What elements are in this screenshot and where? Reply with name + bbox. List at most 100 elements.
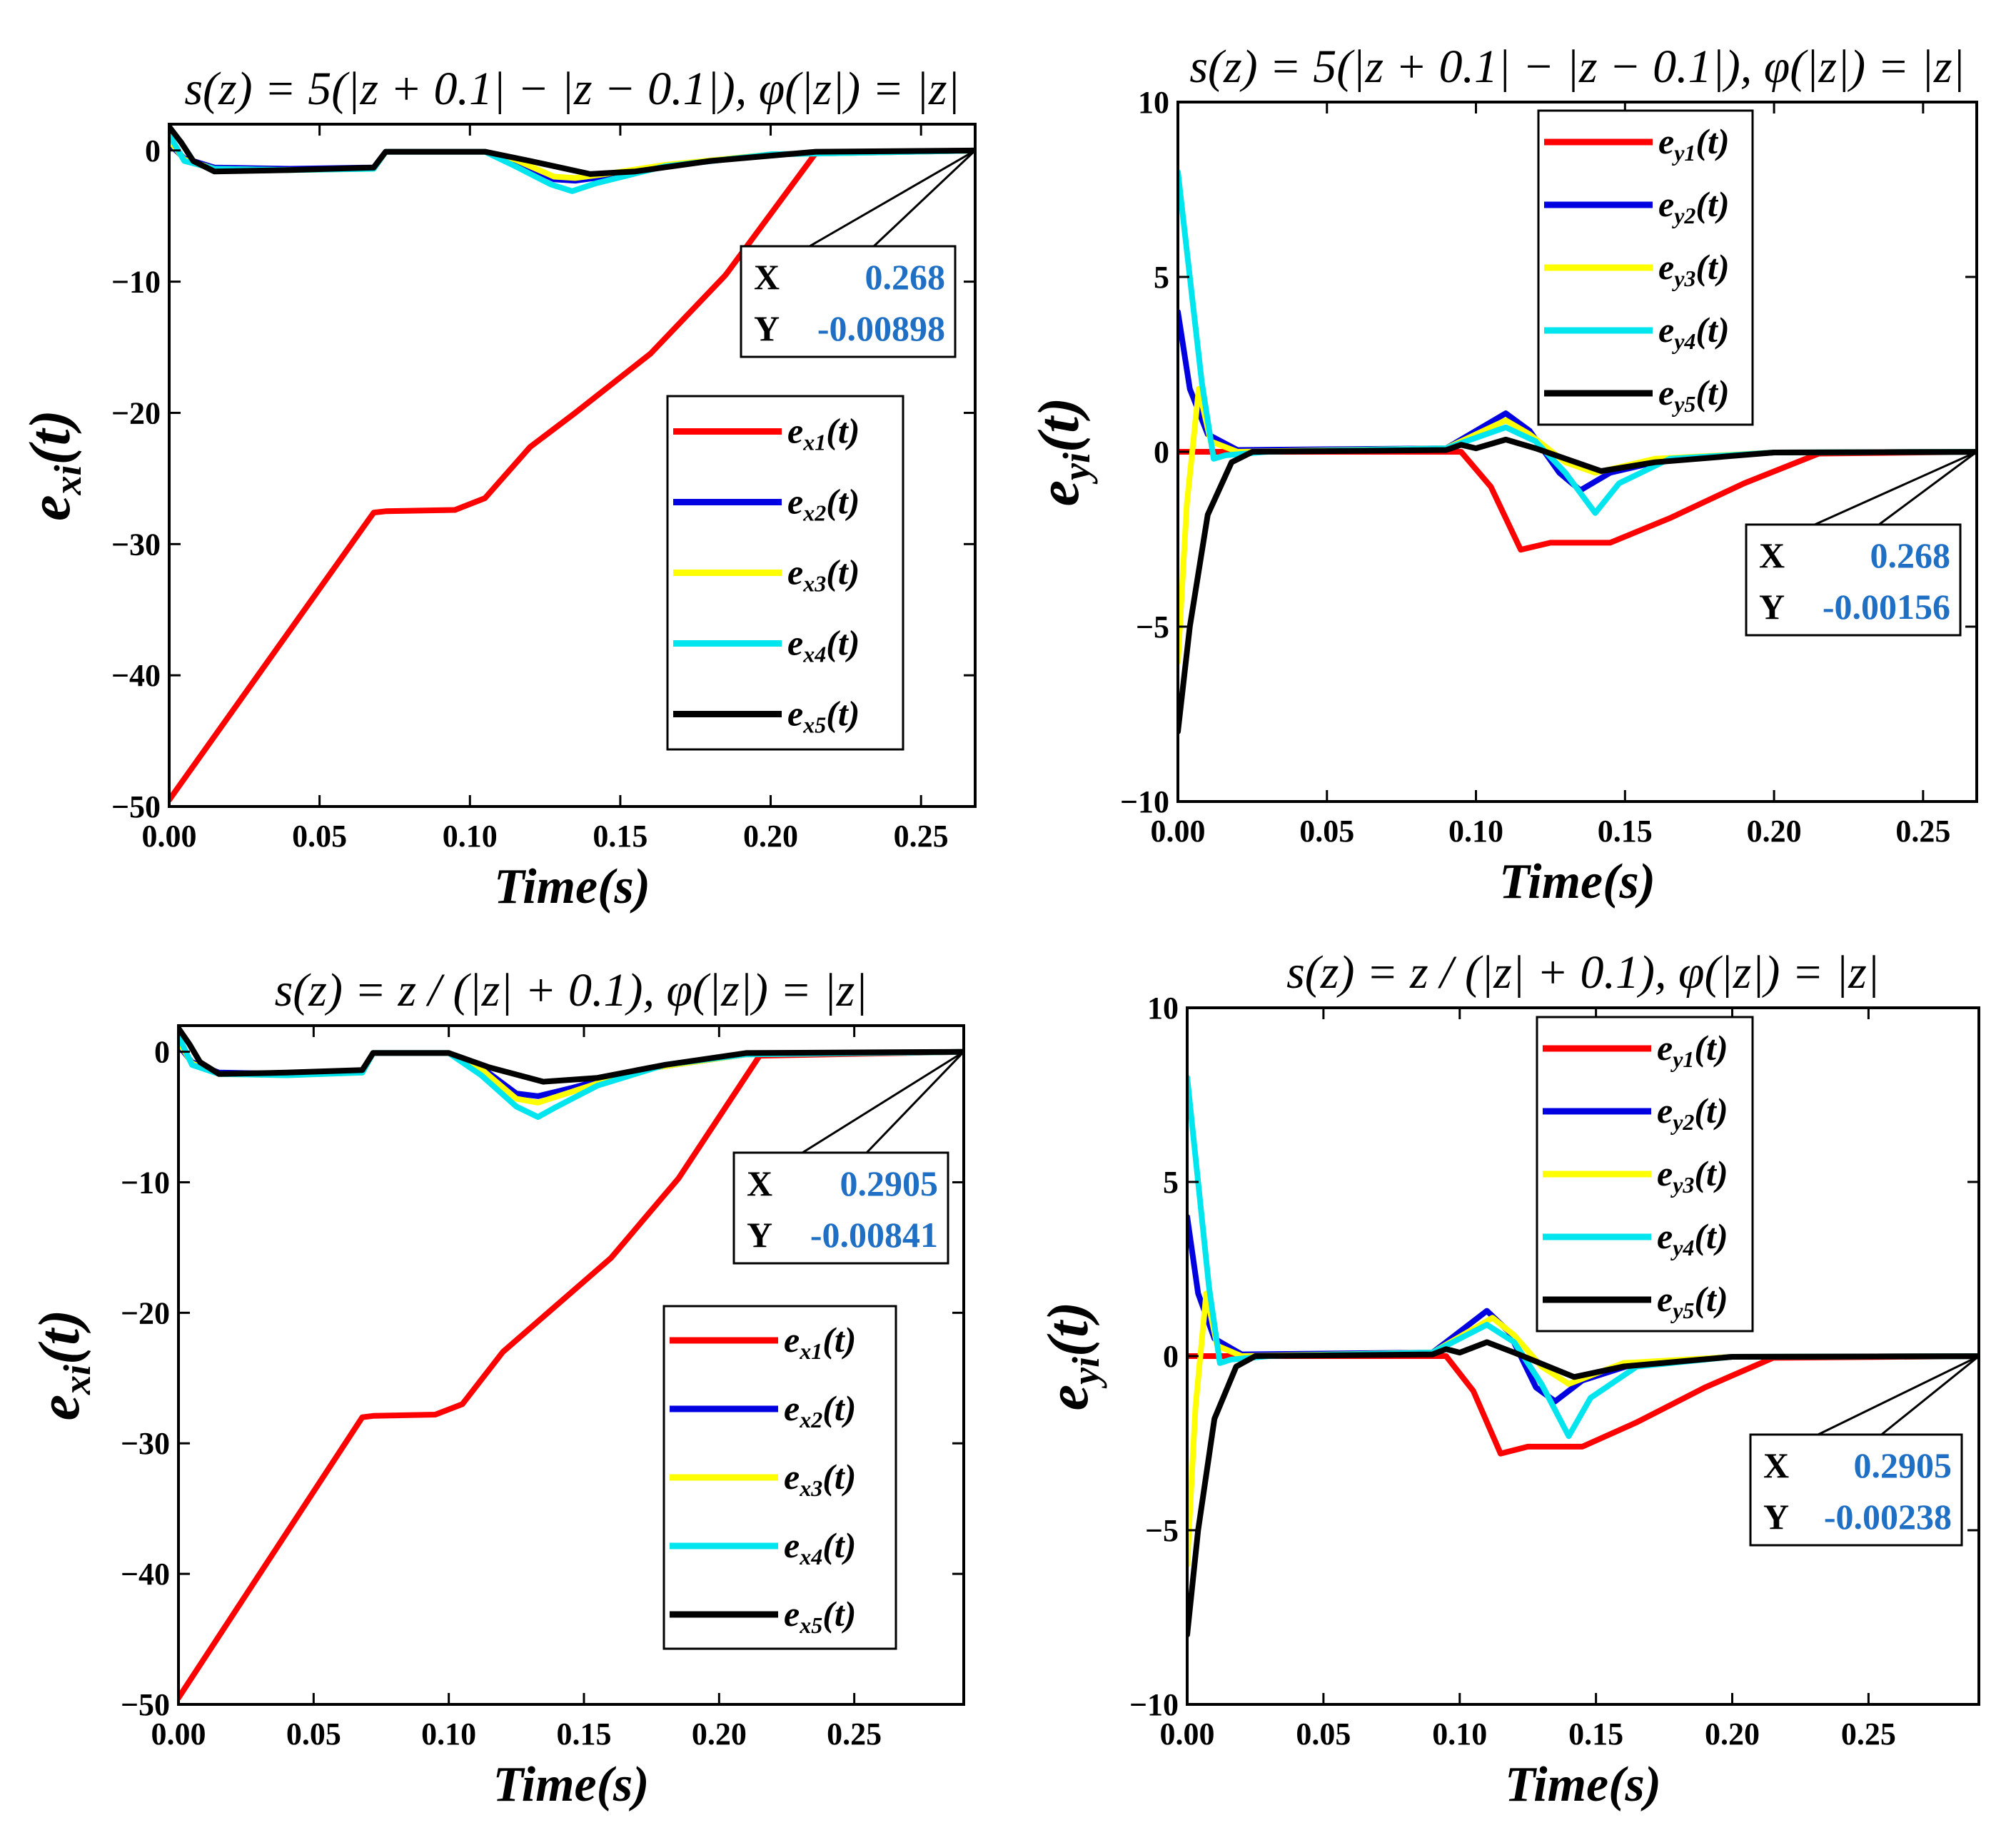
series-line-y5: [1178, 436, 1977, 734]
x-tick-label: 0.05: [292, 819, 347, 854]
series-line-x1: [178, 1048, 964, 1701]
x-tick-label: 0.15: [1568, 1717, 1623, 1751]
datalabel-box: [1745, 523, 1962, 637]
legend-label-base: e: [1657, 1279, 1673, 1319]
y-tick-label: 0: [1154, 435, 1169, 470]
chart-title: s(z) = z / (|z| + 0.1), φ(|z|) = |z|: [1286, 946, 1880, 999]
legend-label-sub: y4: [1670, 1235, 1694, 1260]
legend-label-base: e: [1657, 1153, 1673, 1193]
legend-label-paren: (t): [822, 1388, 856, 1428]
chart-title: s(z) = z / (|z| + 0.1), φ(|z|) = |z|: [275, 964, 868, 1016]
legend-label-base: e: [787, 482, 803, 522]
legend-label-paren: (t): [822, 1594, 856, 1634]
legend-label-sub: x2: [799, 1407, 822, 1432]
y-axis-label-sub: xi: [56, 1365, 99, 1395]
x-tick-label: 0.20: [1747, 814, 1802, 849]
legend-label-x5: ex5(t): [784, 1594, 856, 1638]
legend-label-base: e: [784, 1525, 800, 1565]
x-axis-label: Time(s): [494, 859, 650, 914]
series-line-x1: [169, 147, 975, 803]
legend-label-base: e: [1658, 310, 1674, 350]
legend-label-y5: ey5(t): [1657, 1279, 1728, 1323]
legend-label-paren: (t): [1694, 1028, 1728, 1068]
y-axis-label-base: e: [26, 1395, 91, 1420]
y-axis-label: eyi(t): [1035, 1302, 1107, 1411]
x-tick-label: 0.05: [1299, 814, 1354, 849]
legend-label-base: e: [1657, 1216, 1673, 1256]
legend-label-sub: y3: [1671, 266, 1695, 291]
datalabel-leader-2: [1878, 450, 1977, 526]
legend-label-y2: ey2(t): [1657, 1091, 1728, 1135]
legend-label-paren: (t): [1695, 121, 1729, 161]
legend-label-y4: ey4(t): [1657, 1216, 1728, 1260]
legend-label-paren: (t): [826, 552, 860, 592]
legend-label-y3: ey3(t): [1657, 1153, 1728, 1198]
legend-label-sub: x5: [802, 712, 826, 738]
y-axis-label: exi(t): [17, 410, 89, 521]
x-axis-label: Time(s): [1499, 854, 1655, 909]
x-tick-label: 0.25: [827, 1717, 882, 1751]
datalabel-leader-1: [1818, 1355, 1980, 1436]
legend-label-paren: (t): [1695, 310, 1729, 350]
series-line-x4: [178, 1033, 964, 1120]
legend-label-sub: x2: [802, 500, 826, 526]
series-group: [169, 124, 975, 803]
legend-label-paren: (t): [1695, 373, 1729, 413]
legend-label-sub: y2: [1670, 1109, 1694, 1135]
legend-label-paren: (t): [822, 1457, 856, 1497]
y-axis-label: exi(t): [26, 1310, 99, 1421]
x-tick-label: 0.15: [1598, 814, 1653, 849]
x-axis-label: Time(s): [1505, 1757, 1661, 1812]
x-tick-label: 0.15: [556, 1717, 611, 1751]
x-tick-label: 0.15: [593, 819, 647, 854]
legend-label-base: e: [787, 411, 803, 451]
legend-label-base: e: [1658, 373, 1674, 413]
x-tick-label: 0.10: [1448, 814, 1503, 849]
legend-label-base: e: [1657, 1028, 1673, 1068]
datalabel-y-key: Y: [1763, 1497, 1789, 1537]
legend-label-paren: (t): [826, 482, 860, 522]
chart-title: s(z) = 5(|z + 0.1| − |z − 0.1|), φ(|z|) …: [1189, 41, 1965, 93]
y-axis-label-base: e: [17, 495, 82, 521]
legend-label-base: e: [784, 1457, 800, 1497]
x-tick-label: 0.05: [286, 1717, 341, 1751]
series-line-y1: [1187, 1353, 1979, 1457]
series-line-y1: [1178, 449, 1977, 553]
legend-label-sub: x1: [799, 1338, 822, 1364]
datalabel-leader-2: [865, 1051, 965, 1154]
x-tick-label: 0.10: [1432, 1717, 1487, 1751]
legend-label-sub: y5: [1670, 1298, 1694, 1323]
legend-label-base: e: [1658, 247, 1674, 287]
legend-label-x1: ex1(t): [787, 411, 860, 455]
legend-label-x4: ex4(t): [784, 1525, 856, 1569]
legend-label-x2: ex2(t): [787, 482, 860, 526]
chart-2: 0.00 0.05 0.10 0.15 0.20 0.25 −10 −5 0 5 10 s(z) = …: [1026, 41, 1978, 909]
chart-1: 0.00 0.05 0.10 0.15 0.20 0.25 −50 −40 −30 −20 −10 0…: [17, 63, 977, 914]
legend-label-base: e: [784, 1388, 800, 1428]
y-tick-label: 0: [1163, 1339, 1179, 1374]
y-tick-label: −50: [121, 1687, 170, 1722]
legend-label-sub: y1: [1670, 1046, 1694, 1072]
datalabel-leader-2: [872, 149, 977, 248]
x-tick-label: 0.20: [692, 1717, 747, 1751]
y-axis-label-paren: (t): [26, 1310, 91, 1365]
series-line-y5: [1187, 1339, 1979, 1638]
datalabel-leader-2: [1880, 1355, 1980, 1436]
series-line-y3: [1178, 385, 1977, 664]
series-group: [178, 1026, 964, 1701]
plot-frame: [177, 1024, 965, 1706]
datalabel-y-key: Y: [1759, 587, 1785, 627]
datalabel-leader-1: [1814, 450, 1977, 526]
legend-label-paren: (t): [826, 694, 860, 734]
x-tick-label: 0.10: [421, 1717, 476, 1751]
x-tick-label: 0.00: [1160, 1717, 1215, 1751]
legend-label-x5: ex5(t): [787, 694, 860, 738]
datalabel-x-key: X: [1759, 535, 1785, 575]
datalabel-box: [1749, 1433, 1963, 1547]
legend-label-paren: (t): [1695, 247, 1729, 287]
y-tick-label: 10: [1138, 85, 1169, 120]
datalabel-x-value: 0.2905: [840, 1163, 939, 1203]
y-tick-label: −10: [111, 265, 161, 300]
y-tick-label: −30: [121, 1426, 170, 1461]
datalabel-y-key: Y: [747, 1215, 772, 1255]
